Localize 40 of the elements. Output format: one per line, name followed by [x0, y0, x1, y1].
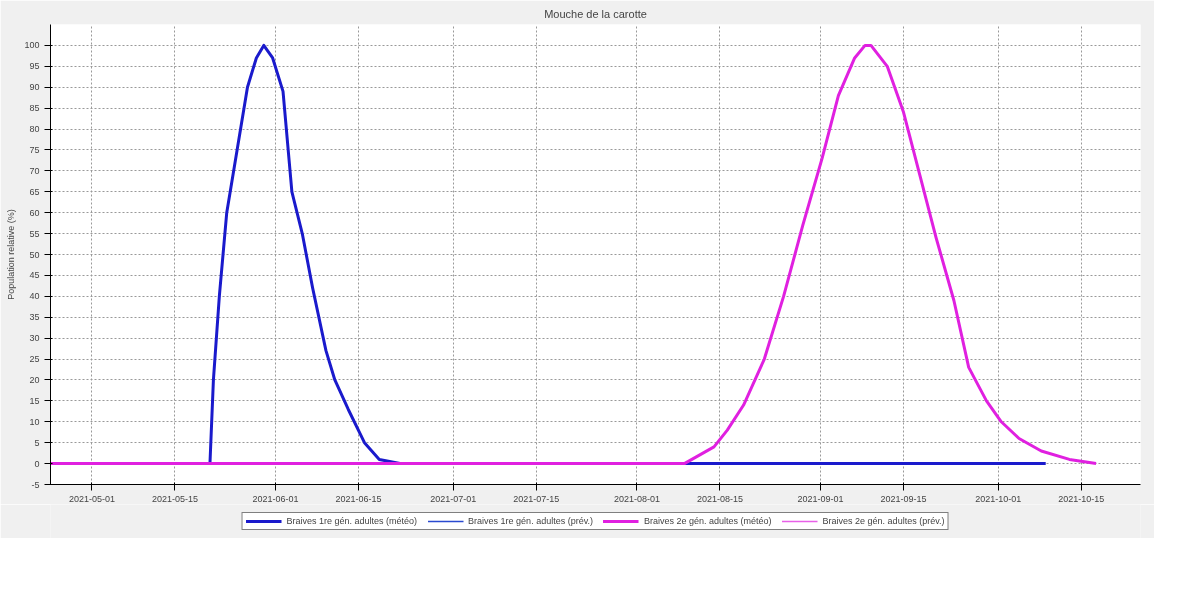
- x-tick-label: 2021-09-15: [880, 493, 927, 504]
- y-tick-label: 95: [29, 61, 40, 72]
- x-tick-label: 2021-07-15: [513, 493, 560, 504]
- x-tick-label: 2021-05-01: [68, 493, 115, 504]
- y-axis-title: Population relative (%): [6, 209, 17, 300]
- y-tick-label: 10: [29, 416, 40, 427]
- x-tick-label: 2021-05-15: [151, 493, 198, 504]
- chart-title: Mouche de la carotte: [544, 7, 647, 20]
- y-tick-label: -5: [31, 479, 40, 490]
- legend-label: Braives 2e gén. adultes (prév.): [822, 516, 945, 526]
- x-tick-label: 2021-07-01: [430, 493, 477, 504]
- legend-label: Braives 2e gén. adultes (météo): [644, 516, 772, 526]
- y-tick-label: 45: [29, 270, 40, 281]
- y-tick-label: 100: [24, 40, 40, 51]
- y-tick-label: 60: [29, 207, 40, 218]
- y-tick-label: 5: [34, 437, 40, 448]
- y-tick-label: 55: [29, 228, 40, 239]
- y-tick-label: 85: [29, 103, 40, 114]
- y-tick-label: 90: [29, 82, 40, 93]
- y-tick-label: 35: [29, 312, 40, 323]
- x-tick-label: 2021-08-01: [613, 493, 660, 504]
- legend-label: Braives 1re gén. adultes (météo): [286, 516, 418, 526]
- y-tick-label: 80: [29, 124, 40, 135]
- x-tick-label: 2021-06-01: [252, 493, 299, 504]
- y-tick-label: 25: [29, 354, 40, 365]
- y-tick-label: 65: [29, 186, 40, 197]
- y-tick-label: 30: [29, 333, 40, 344]
- y-tick-label: 50: [29, 249, 40, 260]
- x-tick-label: 2021-08-15: [696, 493, 743, 504]
- y-tick-label: 70: [29, 165, 40, 176]
- y-tick-label: 20: [29, 374, 40, 385]
- x-tick-label: 2021-10-01: [975, 493, 1022, 504]
- y-tick-label: 15: [29, 395, 40, 406]
- x-tick-label: 2021-10-15: [1058, 493, 1105, 504]
- x-tick-label: 2021-09-01: [797, 493, 844, 504]
- y-tick-label: 75: [29, 144, 40, 155]
- y-tick-label: 40: [29, 291, 40, 302]
- x-tick-label: 2021-06-15: [335, 493, 382, 504]
- legend-label: Braives 1re gén. adultes (prév.): [468, 516, 593, 526]
- y-tick-label: 0: [34, 458, 40, 469]
